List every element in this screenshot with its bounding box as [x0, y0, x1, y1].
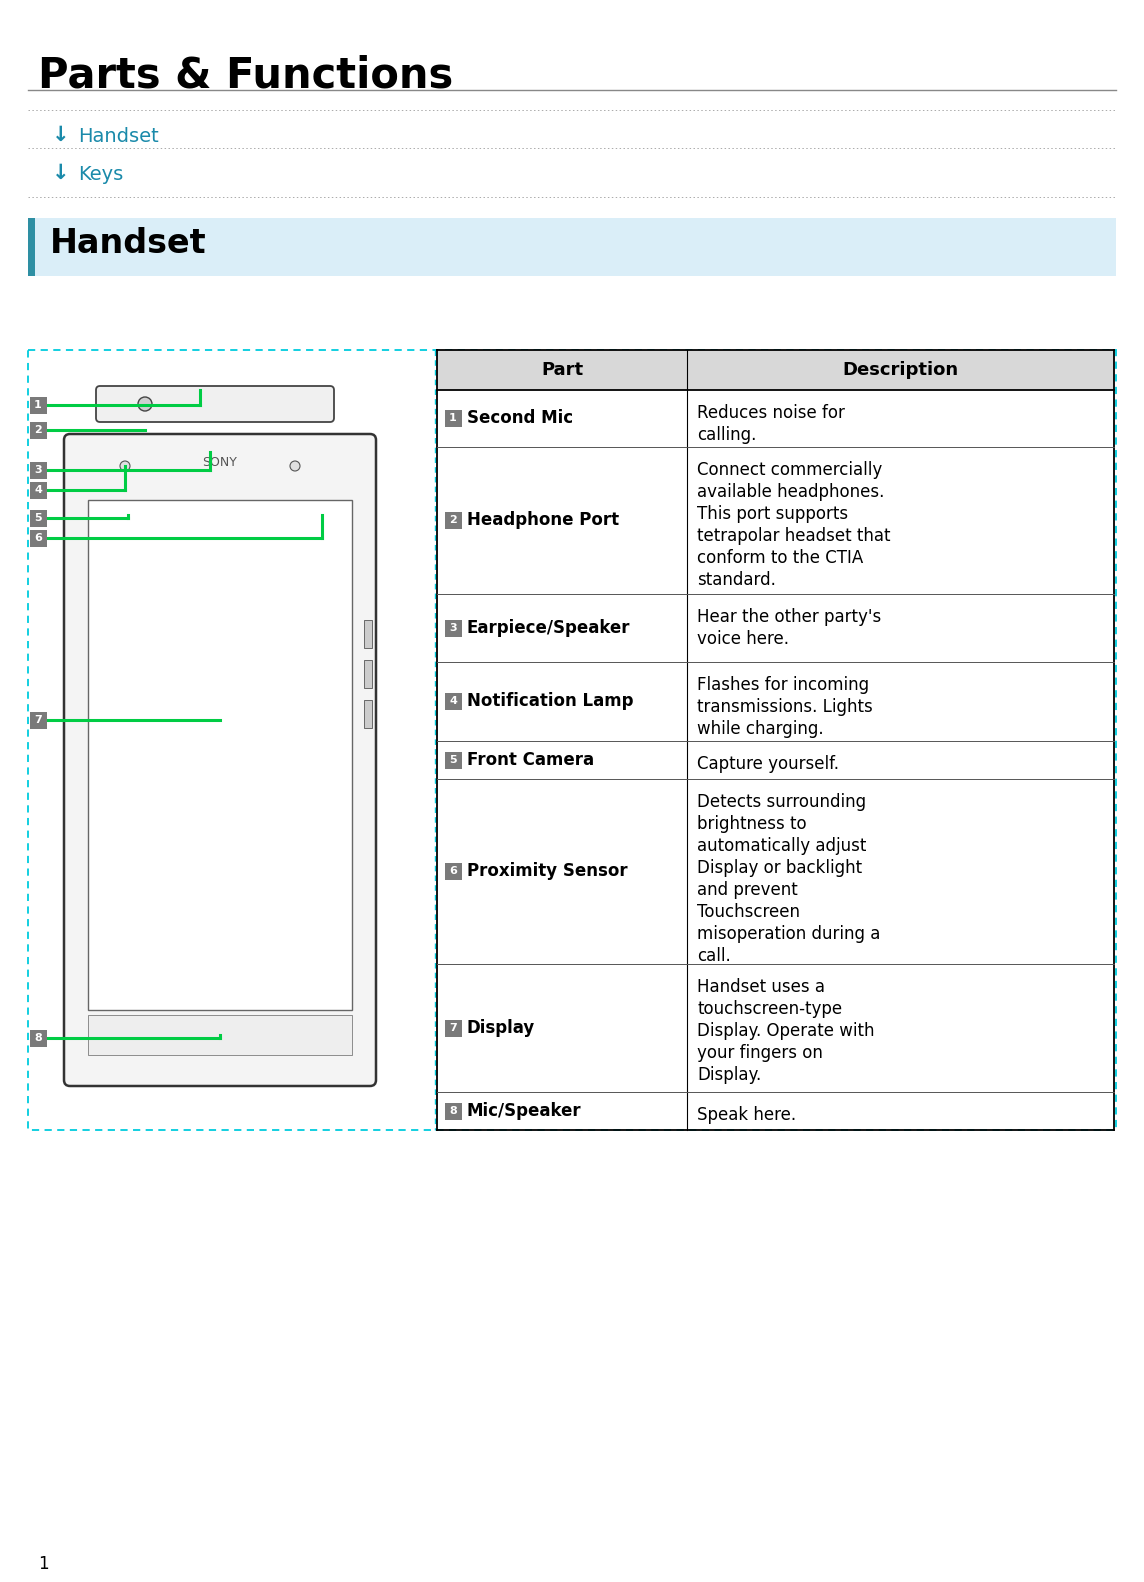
Text: call.: call. — [697, 948, 731, 965]
Text: Second Mic: Second Mic — [467, 410, 573, 427]
Bar — [27, 350, 1117, 1130]
Text: ↓: ↓ — [51, 125, 70, 146]
Text: Display. Operate with: Display. Operate with — [697, 1022, 874, 1039]
Text: standard.: standard. — [697, 571, 776, 589]
Text: Display or backlight: Display or backlight — [697, 859, 863, 876]
Bar — [27, 218, 35, 275]
Bar — [445, 751, 462, 769]
Text: 6: 6 — [34, 533, 42, 543]
Text: 1: 1 — [34, 400, 42, 410]
Circle shape — [138, 397, 152, 411]
Text: Reduces noise for: Reduces noise for — [697, 403, 845, 422]
Text: Connect commercially: Connect commercially — [697, 460, 882, 479]
Bar — [30, 422, 47, 438]
Text: 4: 4 — [34, 486, 42, 495]
Text: Display: Display — [467, 1019, 535, 1038]
Text: calling.: calling. — [697, 426, 756, 445]
Bar — [30, 530, 47, 547]
Text: brightness to: brightness to — [697, 815, 807, 832]
Bar — [364, 620, 372, 649]
Bar — [30, 462, 47, 479]
Bar — [445, 1103, 462, 1120]
Text: Front Camera: Front Camera — [467, 751, 594, 769]
Text: 2: 2 — [34, 426, 42, 435]
Text: Touchscreen: Touchscreen — [697, 903, 800, 921]
Bar — [445, 410, 462, 427]
Text: 3: 3 — [450, 623, 456, 633]
Text: Detects surrounding: Detects surrounding — [697, 793, 866, 812]
Bar — [445, 693, 462, 710]
Bar — [88, 500, 352, 1009]
Text: Headphone Port: Headphone Port — [467, 511, 619, 530]
Bar — [437, 350, 1114, 391]
Text: misoperation during a: misoperation during a — [697, 925, 881, 943]
Text: Handset uses a: Handset uses a — [697, 978, 825, 997]
Text: Display.: Display. — [697, 1066, 761, 1084]
Text: Handset: Handset — [50, 226, 207, 259]
Text: 8: 8 — [34, 1033, 42, 1043]
Text: transmissions. Lights: transmissions. Lights — [697, 698, 873, 715]
FancyBboxPatch shape — [64, 433, 376, 1085]
Text: ↓: ↓ — [51, 163, 70, 184]
Text: This port supports: This port supports — [697, 505, 848, 522]
Bar — [30, 712, 47, 729]
Text: available headphones.: available headphones. — [697, 483, 884, 500]
Text: SONY: SONY — [202, 456, 238, 468]
Circle shape — [289, 460, 300, 471]
Text: 7: 7 — [34, 715, 42, 725]
Bar — [445, 513, 462, 530]
Text: 7: 7 — [450, 1024, 456, 1033]
Bar — [445, 864, 462, 880]
Text: 2: 2 — [450, 516, 456, 525]
Text: 5: 5 — [34, 513, 42, 524]
Text: Capture yourself.: Capture yourself. — [697, 755, 839, 774]
Text: Description: Description — [842, 361, 959, 380]
Text: Proximity Sensor: Proximity Sensor — [467, 862, 628, 880]
Text: your fingers on: your fingers on — [697, 1044, 823, 1062]
Text: Mic/Speaker: Mic/Speaker — [467, 1103, 581, 1120]
Text: 3: 3 — [34, 465, 42, 475]
Text: Speak here.: Speak here. — [697, 1106, 796, 1125]
Text: Earpiece/Speaker: Earpiece/Speaker — [467, 619, 630, 638]
Text: touchscreen-type: touchscreen-type — [697, 1000, 842, 1017]
Bar — [445, 1020, 462, 1038]
Text: Parts & Functions: Parts & Functions — [38, 55, 453, 97]
Text: Notification Lamp: Notification Lamp — [467, 693, 634, 710]
Bar — [30, 1030, 47, 1047]
FancyBboxPatch shape — [96, 386, 334, 422]
Text: 5: 5 — [450, 755, 456, 766]
Bar — [27, 218, 1117, 275]
Text: automatically adjust: automatically adjust — [697, 837, 866, 854]
Circle shape — [120, 460, 130, 471]
Text: 4: 4 — [450, 696, 456, 707]
Text: voice here.: voice here. — [697, 630, 789, 649]
Text: Hear the other party's: Hear the other party's — [697, 607, 881, 626]
Bar — [364, 699, 372, 728]
Bar — [445, 620, 462, 638]
Text: Keys: Keys — [78, 165, 124, 184]
Text: Handset: Handset — [78, 127, 159, 146]
Bar — [30, 397, 47, 414]
Text: 1: 1 — [450, 413, 456, 424]
Text: and prevent: and prevent — [697, 881, 797, 899]
Text: while charging.: while charging. — [697, 720, 824, 737]
Bar — [364, 660, 372, 688]
Text: 1: 1 — [38, 1555, 49, 1573]
Text: 8: 8 — [450, 1106, 456, 1117]
Text: 6: 6 — [450, 867, 456, 876]
Bar — [30, 509, 47, 527]
Bar — [88, 1016, 352, 1055]
Text: tetrapolar headset that: tetrapolar headset that — [697, 527, 890, 544]
Text: Part: Part — [541, 361, 583, 380]
Text: conform to the CTIA: conform to the CTIA — [697, 549, 864, 566]
Bar — [30, 483, 47, 498]
Text: Flashes for incoming: Flashes for incoming — [697, 676, 869, 694]
